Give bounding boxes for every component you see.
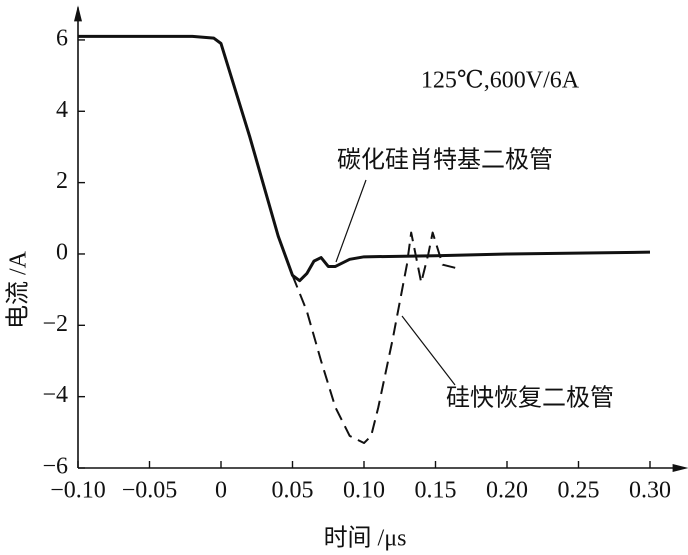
x-tick-label: 0 [215,478,227,504]
x-tick-label: 0.15 [415,478,457,504]
line-series [78,34,651,283]
annotation: 125℃,600V/6A [421,68,580,94]
x-tick-label: 0.10 [343,478,385,504]
y-tick-label: 2 [56,168,68,194]
x-tick-label: 0.20 [486,478,528,504]
line-series [291,231,458,445]
x-tick-label: −0.05 [122,478,178,504]
x-tick-label: −0.10 [50,478,106,504]
y-tick-label: 6 [56,25,68,51]
y-axis-label: 电流 /A [5,250,32,329]
y-tick-label: −4 [42,382,68,408]
x-tick-label: 0.05 [272,478,314,504]
y-tick-label: −6 [42,454,68,480]
x-tick-label: 0.25 [558,478,600,504]
axis-arrow [672,464,688,472]
y-tick-label: 4 [56,97,68,123]
x-axis-label: 时间 /μs [324,525,407,552]
y-tick-label: −2 [42,311,68,337]
leader-line [335,179,367,263]
series-label: 碳化硅肖特基二极管 [337,147,553,174]
x-tick-label: 0.30 [629,478,671,504]
series-label: 硅快恢复二极管 [446,385,614,412]
axis-arrow [74,5,82,22]
leader-line [401,315,456,386]
y-tick-label: 0 [56,239,68,265]
